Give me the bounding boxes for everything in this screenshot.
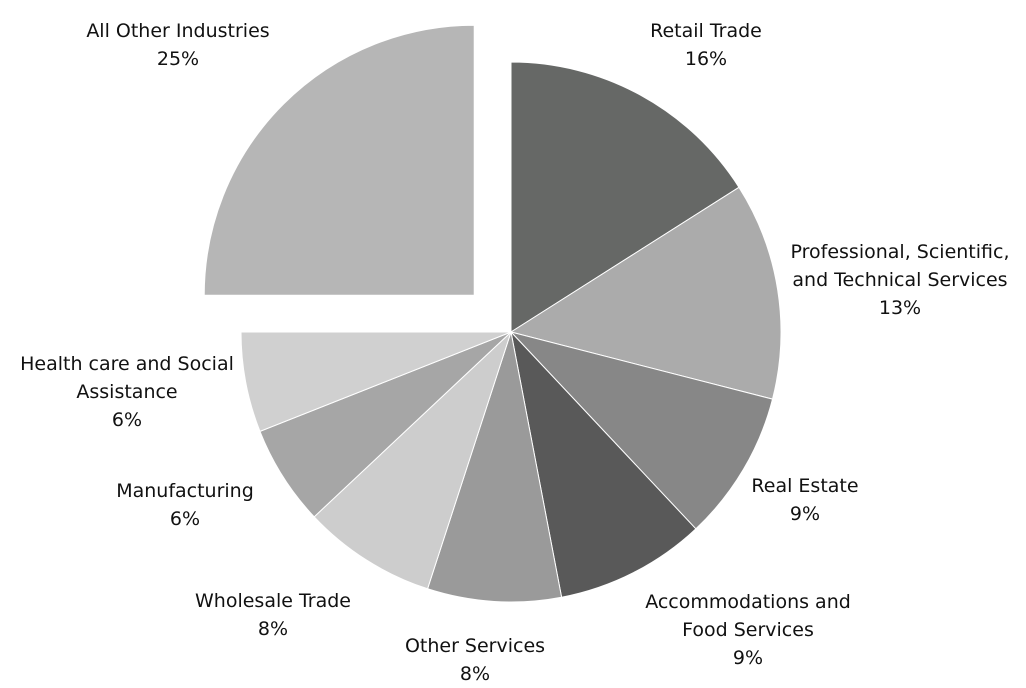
slice-label: Accommodations and Food Services 9%	[633, 588, 863, 672]
value-label: 9%	[732, 647, 764, 669]
category-label: Retail Trade	[650, 20, 762, 42]
category-label: Manufacturing	[116, 480, 254, 502]
pie-slice	[203, 24, 475, 296]
pie-slice	[510, 330, 697, 598]
pie-slice	[509, 186, 782, 400]
category-label: Wholesale Trade	[195, 590, 351, 612]
slice-label: Wholesale Trade 8%	[173, 587, 373, 643]
pie-slice	[313, 331, 512, 590]
category-label: Real Estate	[751, 475, 859, 497]
pie-slice	[426, 331, 563, 603]
category-label: All Other Industries	[86, 20, 270, 42]
pie-slice	[240, 331, 512, 433]
value-label: 25%	[156, 48, 200, 70]
category-label: Other Services	[404, 635, 546, 657]
slice-label: Professional, Scientific, and Technical …	[775, 238, 1025, 322]
value-label: 6%	[169, 508, 201, 530]
slice-label: Health care and Social Assistance 6%	[7, 350, 247, 434]
value-label: 9%	[789, 503, 821, 525]
slice-label: Retail Trade 16%	[606, 17, 806, 73]
value-label: 13%	[878, 297, 922, 319]
value-label: 6%	[111, 409, 143, 431]
value-label: 16%	[684, 48, 728, 70]
pie-slice	[509, 331, 774, 530]
slice-label: Other Services 8%	[385, 632, 565, 688]
value-label: 8%	[459, 663, 491, 685]
category-label: Accommodations and Food Services	[645, 591, 851, 641]
slice-label: All Other Industries 25%	[63, 17, 293, 73]
pie-slice	[510, 61, 740, 333]
value-label: 8%	[257, 618, 289, 640]
category-label: Professional, Scientific, and Technical …	[790, 241, 1010, 291]
category-label: Health care and Social Assistance	[20, 353, 234, 403]
slice-label: Manufacturing 6%	[100, 477, 270, 533]
slice-label: Real Estate 9%	[730, 472, 880, 528]
